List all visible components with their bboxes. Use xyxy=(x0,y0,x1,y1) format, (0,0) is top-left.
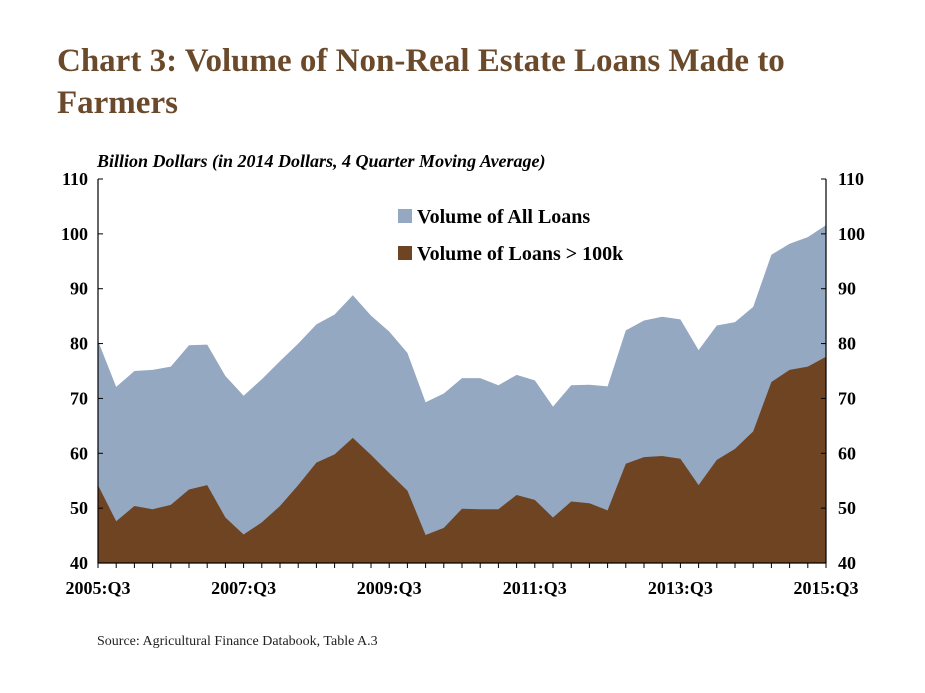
series-area-1 xyxy=(98,356,826,563)
y-tick-label-left: 70 xyxy=(70,388,88,408)
y-tick-label-right: 110 xyxy=(838,169,864,189)
y-tick-label-right: 60 xyxy=(838,443,856,463)
y-tick-label-right: 90 xyxy=(838,279,856,299)
axes: 40 40 50 50 60 60 70 70 80 80 90 90 100 100 110 110 2005… xyxy=(61,169,865,598)
x-tick-label: 2013:Q3 xyxy=(648,578,713,598)
plot-areas xyxy=(98,225,826,563)
y-tick-label-right: 70 xyxy=(838,388,856,408)
page-title: Chart 3: Volume of Non-Real Estate Loans… xyxy=(57,43,785,121)
y-tick-label-left: 40 xyxy=(70,553,88,573)
x-tick-label: 2007:Q3 xyxy=(211,578,276,598)
y-tick-label-right: 80 xyxy=(838,334,856,354)
legend-swatch-0 xyxy=(398,209,412,223)
x-tick-label: 2015:Q3 xyxy=(794,578,859,598)
x-tick-label: 2011:Q3 xyxy=(503,578,567,598)
y-tick-label-left: 80 xyxy=(70,334,88,354)
y-tick-label-right: 50 xyxy=(838,498,856,518)
source-note: Source: Agricultural Finance Databook, T… xyxy=(97,634,378,649)
y-tick-label-left: 50 xyxy=(70,498,88,518)
legend-label-0: Volume of All Loans xyxy=(417,206,590,228)
x-tick-label: 2009:Q3 xyxy=(357,578,422,598)
legend-swatch-1 xyxy=(398,246,412,260)
y-tick-label-right: 40 xyxy=(838,553,856,573)
y-tick-label-left: 60 xyxy=(70,443,88,463)
y-tick-label-right: 100 xyxy=(838,224,865,244)
y-tick-label-left: 100 xyxy=(61,224,88,244)
x-tick-label: 2005:Q3 xyxy=(66,578,131,598)
y-tick-label-left: 110 xyxy=(62,169,88,189)
y-tick-label-left: 90 xyxy=(70,279,88,299)
legend: Volume of All Loans Volume of Loans > 100… xyxy=(398,206,624,265)
chart-subtitle: Billion Dollars (in 2014 Dollars, 4 Quar… xyxy=(97,151,546,171)
legend-label-1: Volume of Loans > 100k xyxy=(417,243,624,265)
